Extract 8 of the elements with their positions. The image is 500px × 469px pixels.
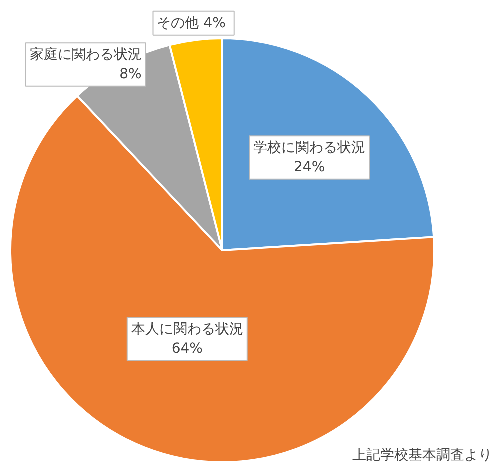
- slice-label: 本人に関わる状況: [131, 322, 244, 338]
- slice-label: その他 4%: [157, 15, 226, 32]
- slice-label: 家庭に関わる状況: [30, 47, 142, 64]
- text: 上記学校基本調査より: [352, 448, 492, 464]
- data-label: 64%: [172, 340, 203, 357]
- data-label: 8%: [120, 66, 142, 82]
- slice-label: 学校に関わる状況: [254, 140, 366, 156]
- data-label: 24%: [294, 159, 326, 176]
